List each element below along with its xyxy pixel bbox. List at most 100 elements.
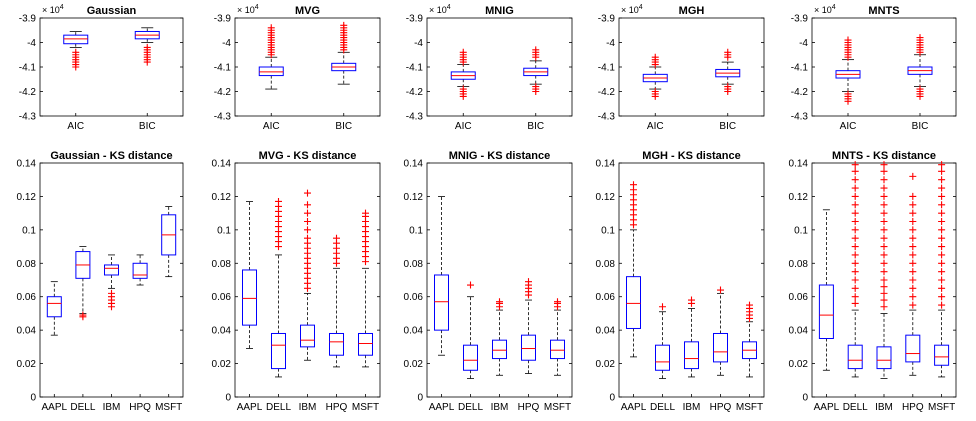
box-msft: [358, 209, 373, 368]
outlier-marker: [851, 293, 859, 301]
x-tick-label: HPQ: [129, 402, 151, 413]
iqr-box: [521, 334, 536, 361]
box-aic: [450, 48, 476, 100]
outlier-marker: [746, 301, 753, 309]
x-tick-label: AAPL: [621, 402, 647, 413]
outlier-marker: [851, 299, 859, 307]
outlier-marker: [362, 209, 369, 217]
outlier-marker: [938, 184, 946, 192]
y-tick-label: 0.06: [404, 292, 424, 303]
outlier-marker: [938, 201, 946, 209]
outlier-marker: [880, 243, 888, 251]
iqr-box: [905, 334, 921, 363]
subplot-9: MNTS - KS distance 0 0.02 0.04 0.06 0.08 0.1 0.…: [789, 150, 957, 413]
exponent-power: 4: [60, 4, 64, 11]
x-tick-label: AIC: [840, 121, 857, 132]
y-tick-label: 0.06: [17, 292, 37, 303]
y-tick-label: -4.1: [214, 63, 232, 74]
subplot-title: MGH - KS distance: [642, 150, 740, 162]
outlier-marker: [724, 53, 732, 61]
outlier-marker: [851, 243, 859, 251]
outlier-marker: [844, 97, 852, 105]
y-tick-label: 0.08: [789, 259, 809, 270]
outlier-marker: [938, 301, 946, 309]
outlier-marker: [909, 251, 917, 259]
exponent-label: × 104: [621, 4, 643, 15]
subplot-title: MGH: [679, 5, 705, 17]
outlier-marker: [851, 201, 859, 209]
outlier-marker: [143, 58, 151, 66]
iqr-box: [258, 66, 284, 77]
subplot-title: MVG: [295, 5, 320, 17]
outlier-marker: [880, 289, 888, 297]
y-tick-label: -4.1: [791, 63, 809, 74]
y-tick-label: -3.9: [214, 14, 232, 25]
outlier-marker: [72, 63, 80, 71]
y-tick-label: 0.06: [212, 292, 232, 303]
y-tick-label: -4.3: [214, 112, 232, 123]
exponent-label: × 104: [429, 4, 451, 15]
box-hpq: [905, 172, 921, 376]
y-tick-label: -4: [606, 38, 615, 49]
box-ibm: [684, 296, 699, 378]
iqr-box: [550, 339, 565, 360]
outlier-marker: [909, 301, 917, 309]
outlier-marker: [851, 276, 859, 284]
y-tick-label: -4.3: [598, 112, 616, 123]
exponent-label: × 104: [42, 4, 64, 15]
outlier-marker: [880, 268, 888, 276]
iqr-box: [242, 269, 257, 326]
axes-frame: [618, 17, 765, 117]
y-tick-label: 0.14: [596, 159, 616, 170]
x-tick-label: BIC: [335, 121, 352, 132]
outlier-marker: [304, 189, 311, 197]
subplot-title: MNTS - KS distance: [832, 150, 936, 162]
iqr-box: [46, 296, 62, 318]
y-tick-label: -4.2: [19, 87, 37, 98]
outlier-marker: [938, 251, 946, 259]
iqr-box: [132, 262, 148, 279]
y-tick-label: 0.08: [212, 259, 232, 270]
outlier-marker: [851, 192, 859, 200]
y-tick-label: 0: [417, 393, 423, 404]
y-tick-label: 0.04: [17, 326, 37, 337]
subplot-title: Gaussian - KS distance: [50, 150, 172, 162]
box-bic: [331, 21, 357, 85]
x-tick-label: DELL: [458, 402, 483, 413]
y-tick-label: 0.12: [789, 192, 809, 203]
subplot-6: MVG - KS distance 0 0.02 0.04 0.06 0.08 0.1 0.1…: [212, 150, 381, 413]
iqr-box: [934, 344, 950, 366]
y-tick-label: 0.06: [789, 292, 809, 303]
box-aic: [835, 36, 861, 105]
iqr-box: [818, 284, 834, 339]
subplot-0: Gaussian × 104 -4.3 -4.2 -4.1 -4 -3.9 AIC BIC: [19, 4, 184, 132]
outlier-marker: [909, 201, 917, 209]
y-tick-label: 0.12: [404, 192, 424, 203]
box-ibm: [876, 161, 892, 380]
x-tick-label: BIC: [139, 121, 156, 132]
box-aapl: [434, 196, 449, 356]
subplot-8: MGH - KS distance 0 0.02 0.04 0.06 0.08 0.1 0.1…: [596, 150, 765, 413]
x-tick-label: AIC: [263, 121, 280, 132]
y-tick-label: -3.9: [19, 14, 37, 25]
box-msft: [550, 298, 565, 376]
box-ibm: [300, 189, 315, 361]
iqr-box: [358, 332, 373, 356]
exponent-power: 4: [255, 4, 259, 11]
outlier-marker: [304, 201, 311, 209]
y-tick-label: -4.1: [406, 63, 424, 74]
outlier-marker: [909, 172, 917, 180]
outlier-marker: [880, 184, 888, 192]
y-tick-label: 0.1: [217, 225, 231, 236]
outlier-marker: [496, 298, 503, 306]
y-tick-label: 0.04: [596, 326, 616, 337]
outlier-marker: [851, 218, 859, 225]
outlier-marker: [880, 276, 888, 284]
x-tick-label: AAPL: [42, 402, 68, 413]
y-tick-label: -4.2: [791, 87, 809, 98]
subplot-title: MNIG: [485, 5, 514, 17]
y-tick-label: -4.1: [598, 63, 616, 74]
outlier-marker: [938, 293, 946, 301]
x-tick-label: IBM: [299, 402, 317, 413]
